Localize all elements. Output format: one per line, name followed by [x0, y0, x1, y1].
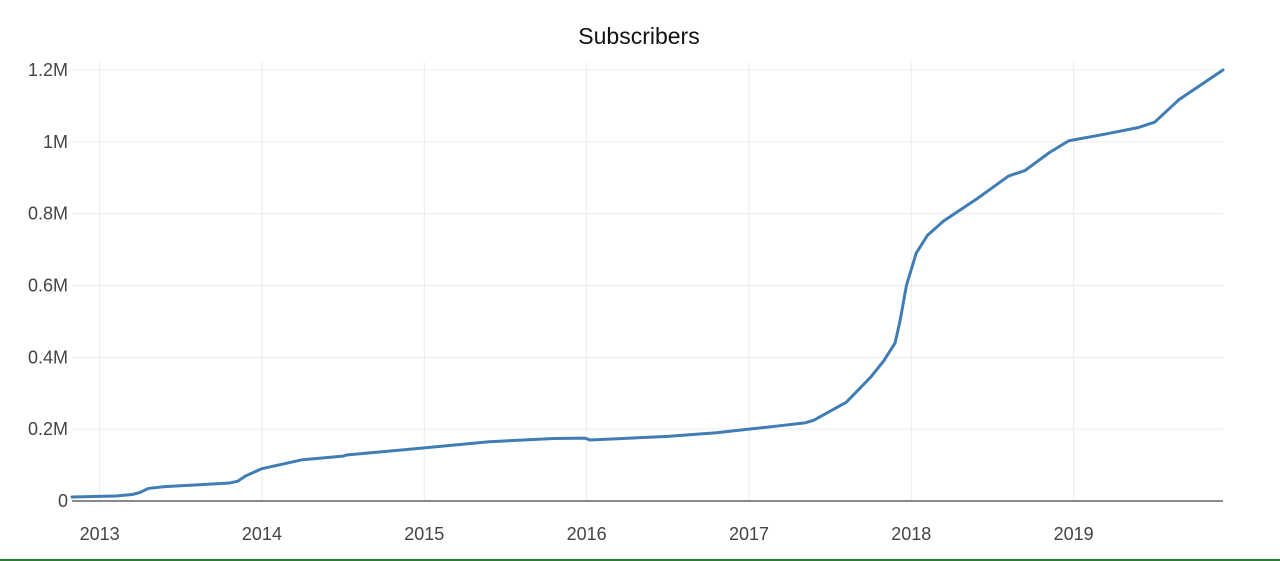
- subscribers-series-line: [70, 68, 1225, 499]
- bottom-border: [0, 559, 1280, 561]
- grid-lines: [72, 62, 1223, 501]
- x-tick-label: 2013: [80, 524, 120, 544]
- series-layer: [70, 68, 1225, 499]
- y-tick-label: 0.2M: [28, 419, 68, 439]
- tick-labels: 2013 2014 2015 2016 2017 2018 2019 0 0.2M 0.4M 0.6…: [28, 60, 1094, 544]
- x-tick-label: 2014: [242, 524, 282, 544]
- y-tick-label: 0.4M: [28, 347, 68, 367]
- x-tick-label: 2019: [1054, 524, 1094, 544]
- y-tick-label: 0: [58, 491, 68, 511]
- x-tick-label: 2018: [891, 524, 931, 544]
- y-tick-label: 0.8M: [28, 204, 68, 224]
- y-tick-label: 1M: [43, 132, 68, 152]
- chart-title: Subscribers: [578, 23, 699, 49]
- x-tick-label: 2015: [404, 524, 444, 544]
- y-tick-label: 0.6M: [28, 276, 68, 296]
- x-tick-label: 2017: [729, 524, 769, 544]
- x-tick-label: 2016: [567, 524, 607, 544]
- y-tick-label: 1.2M: [28, 60, 68, 80]
